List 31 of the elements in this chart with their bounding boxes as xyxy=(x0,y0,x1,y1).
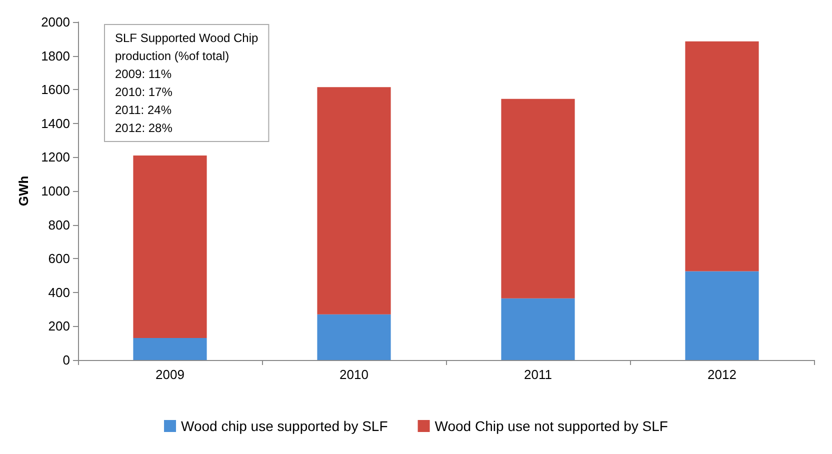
bar xyxy=(501,98,575,298)
legend-label: Wood chip use supported by SLF xyxy=(181,418,388,434)
bar xyxy=(501,298,575,360)
bar xyxy=(317,87,391,314)
bar xyxy=(133,338,207,360)
bar xyxy=(685,41,759,272)
bar xyxy=(317,314,391,360)
x-tick-label: 2011 xyxy=(524,367,552,382)
y-tick-label: 1200 xyxy=(41,150,70,165)
x-tick-label: 2012 xyxy=(708,367,736,382)
y-tick-label: 600 xyxy=(48,251,70,266)
y-tick-label: 0 xyxy=(62,352,70,368)
bar xyxy=(133,156,207,338)
y-tick-label: 1000 xyxy=(41,184,70,198)
y-tick-label: 2000 xyxy=(41,14,70,30)
y-tick-label: 1400 xyxy=(41,116,70,131)
x-tick-label: 2010 xyxy=(340,367,368,382)
y-tick-label: 400 xyxy=(48,284,70,300)
annotation: SLF Supported Wood Chip production (%of total) xyxy=(115,31,259,63)
y-tick-label: 800 xyxy=(48,217,70,232)
annotation: 2010: 17% xyxy=(115,85,173,99)
y-tick-label: 1600 xyxy=(41,82,70,98)
annotation: 2011: 24% xyxy=(115,103,172,117)
x-tick-label: 2009 xyxy=(156,367,184,382)
annotation: 2012: 28% xyxy=(115,121,173,135)
legend-label: Wood Chip use not supported by SLF xyxy=(434,418,668,434)
annotation: 2009: 11% xyxy=(115,67,172,81)
bar xyxy=(685,271,759,360)
y-axis-title: GWh xyxy=(16,176,32,206)
y-tick-label: 1800 xyxy=(41,48,70,64)
y-tick-label: 200 xyxy=(48,318,70,334)
